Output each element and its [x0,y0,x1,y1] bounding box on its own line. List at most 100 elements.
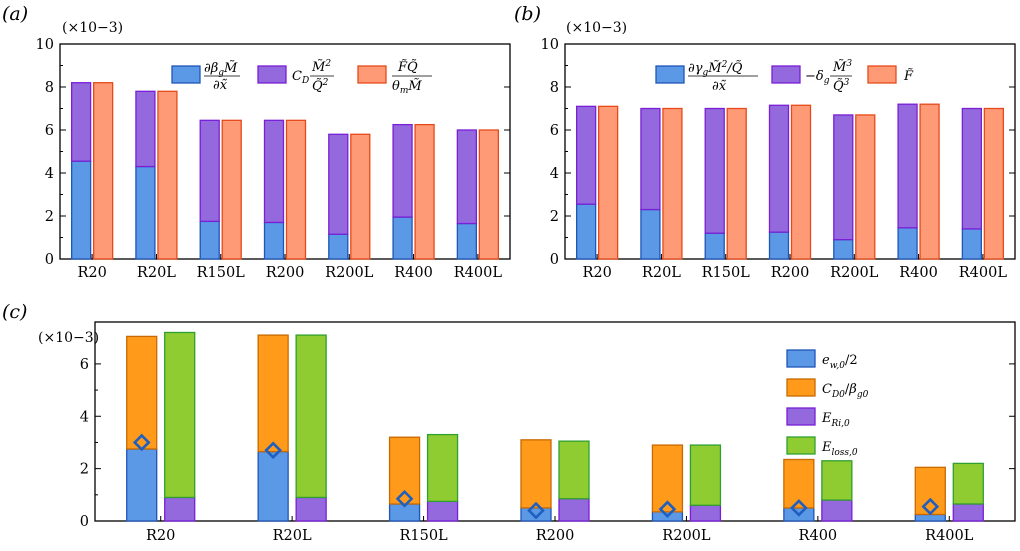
legend-c-swatch-1 [786,349,816,368]
y-tick-label: 0 [45,252,54,268]
legend-c-swatch-2 [786,378,816,397]
svg-text:−δg: −δg [805,69,830,86]
bar-r400l-series-1 [456,222,478,260]
y-tick-label: 2 [45,209,54,225]
bar-r200-series-2 [263,119,285,224]
bar-r20-series-3 [597,105,619,260]
x-category-label: R200L [662,528,711,544]
x-category-label: R150L [702,265,751,281]
bar-r200l-series-2 [328,133,349,235]
panel-a-label: (a) [2,3,28,25]
bar-r20l-series-2 [640,107,661,211]
legend-c-label-1: ew,0/2 [822,353,858,371]
diamond-marker-r200 [527,501,545,520]
bar-r400l-series-2 [914,466,946,516]
panel-c-y-ticks: 0 2 4 6 [80,357,1015,530]
bar-r200l-series-1 [328,233,349,260]
bar-r400-series-1 [897,227,918,260]
svg-text:Q̃3: Q̃3 [833,78,850,94]
legend-a-swatch-2 [257,65,287,84]
panel-b: (b) (×10−3) 0 2 4 6 8 10 R20 R20L R150L R200 R200… [514,3,1016,281]
bar-r20-series-1 [70,160,92,260]
bar-r200-series-3 [285,119,307,260]
bar-r200-series-4 [558,440,590,500]
diamond-marker-r20l [264,441,282,460]
bar-r200-series-1 [768,231,790,260]
bar-r400-series-2 [897,103,918,229]
bar-r150l-series-2 [199,119,220,223]
bar-r200-series-3 [558,498,590,522]
bar-r400-series-2 [392,123,413,218]
x-category-label: R400L [925,528,974,544]
diamond-marker-r400l [921,497,940,516]
svg-text:F̃Q̃: F̃Q̃ [397,59,418,75]
diamond-marker-r20 [132,433,151,452]
panel-b-y-ticks: 0 2 4 6 8 10 [541,37,1015,268]
y-tick-label: 8 [45,80,54,96]
bar-r20l-series-2 [135,90,156,168]
bar-r200l-series-3 [855,114,876,260]
panel-c-axes-frame [94,321,1016,522]
panel-b-bars [575,103,1005,260]
panel-b-category-labels: R20 R20L R150L R200 R200L R400 R400L [582,265,1007,281]
x-category-label: R200 [771,265,810,281]
bar-r20l-series-1 [257,450,289,522]
bar-r400l-series-3 [952,503,984,522]
legend-a-swatch-1 [171,65,201,84]
bar-r200-series-3 [790,104,812,260]
bar-r20-series-3 [92,82,114,260]
bar-r20l-series-3 [662,107,683,260]
bar-r150l-series-4 [426,433,459,503]
legend-c-label-3: ERi,0 [821,411,850,429]
x-category-label: R400 [394,265,433,281]
bar-r200l-series-1 [833,238,854,260]
y-tick-label: 10 [36,37,54,53]
x-category-label: R400 [799,528,838,544]
panel-a-category-labels: R20 R20L R150L R200 R200L R400 R400L [77,265,502,281]
y-tick-label: 4 [550,166,559,182]
bar-r400l-series-1 [961,228,983,260]
bar-r20l-series-3 [295,496,327,522]
x-category-label: R20L [137,265,176,281]
bar-r150l-series-1 [704,232,725,260]
y-tick-label: 6 [80,357,89,373]
bar-r150l-series-2 [704,107,725,234]
bar-r400l-series-2 [961,107,983,230]
x-category-label: R400 [899,265,938,281]
panel-c: (c) (×10−3) 0 2 4 6 R20 R20L R150L R200 R200L R4… [2,301,1016,544]
y-tick-label: 10 [541,37,559,53]
y-tick-label: 0 [550,252,559,268]
legend-c-label-4: Eloss,0 [821,440,858,458]
panel-a-y-ticks: 0 2 4 6 8 10 [36,37,510,268]
bar-r150l-series-3 [426,500,459,522]
panel-c-label: (c) [2,301,27,323]
x-category-label: R20 [146,528,175,544]
bar-r200-series-2 [520,439,552,509]
svg-text:Q̃2: Q̃2 [312,78,329,94]
svg-text:CD: CD [292,69,309,86]
svg-text:∂x̃: ∂x̃ [712,79,727,94]
y-tick-label: 8 [550,80,559,96]
bar-r400-series-3 [414,123,435,260]
x-category-label: R400L [959,265,1008,281]
bar-r200l-series-2 [651,444,684,513]
y-tick-label: 2 [550,209,559,225]
x-category-label: R200 [536,528,575,544]
panel-c-bars [126,331,984,522]
svg-text:θmM̃: θmM̃ [392,78,422,96]
x-category-label: R20 [582,265,611,281]
bar-r400l-series-3 [983,107,1005,260]
legend-a-label-3: F̃Q̃ θmM̃ [392,59,432,96]
y-tick-label: 6 [45,123,54,139]
bar-r200l-series-3 [350,133,371,260]
bar-r20-series-2 [575,105,597,205]
bar-r20-series-1 [575,203,597,260]
svg-text:M̃3: M̃3 [832,59,852,75]
y-tick-label: 4 [80,409,89,425]
panel-b-scale-label: (×10−3) [566,20,627,36]
diamond-marker-r150l [395,489,414,508]
bar-r20-series-1 [126,448,158,522]
diamond-marker-r200l [658,500,677,519]
bar-r400-series-4 [821,460,853,501]
bar-r20l-series-1 [640,208,661,260]
